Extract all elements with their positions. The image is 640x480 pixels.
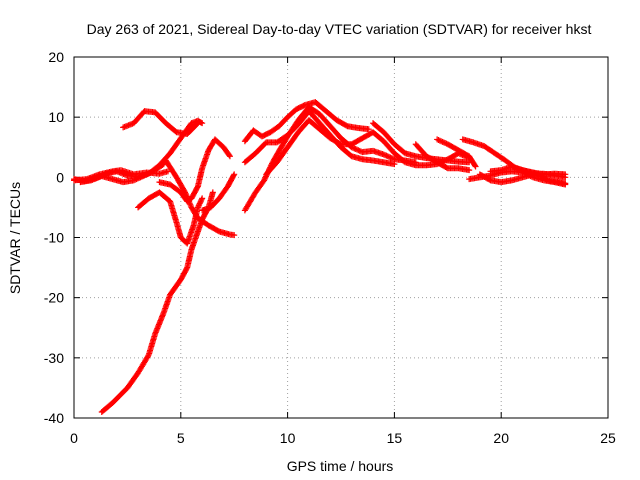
axis-ticks: 0 5 10 15 20 25 -40 -30 -20 -10 0 10 20 bbox=[44, 49, 616, 446]
data-point bbox=[522, 170, 529, 177]
data-point bbox=[528, 173, 535, 180]
data-point bbox=[380, 151, 387, 158]
series-track-3 bbox=[77, 161, 167, 186]
data-point bbox=[352, 146, 359, 153]
y-axis-label: SDTVAR / TECUs bbox=[7, 182, 23, 294]
x-axis-label: GPS time / hours bbox=[287, 458, 394, 474]
data-point bbox=[436, 137, 443, 144]
series-track-10 bbox=[241, 103, 419, 214]
chart-title: Day 263 of 2021, Sidereal Day-to-day VTE… bbox=[87, 21, 592, 37]
data-point bbox=[144, 171, 151, 178]
x-tick-label: 15 bbox=[387, 430, 403, 446]
data-point bbox=[144, 353, 151, 360]
data-point bbox=[524, 171, 531, 178]
data-point bbox=[387, 154, 394, 161]
y-tick-label: -10 bbox=[44, 230, 64, 246]
data-point bbox=[159, 161, 166, 168]
data-point bbox=[466, 167, 473, 174]
y-tick-label: 20 bbox=[48, 49, 64, 65]
data-point bbox=[355, 147, 362, 154]
data-point bbox=[471, 162, 478, 169]
series-track-20 bbox=[466, 168, 569, 188]
data-point bbox=[194, 120, 201, 127]
data-point bbox=[141, 172, 148, 179]
data-point bbox=[199, 195, 206, 202]
y-tick-label: -30 bbox=[44, 350, 64, 366]
data-point bbox=[391, 161, 398, 168]
data-point bbox=[140, 173, 147, 180]
data-point bbox=[198, 196, 205, 203]
data-point bbox=[134, 175, 141, 182]
series-track-12 bbox=[241, 99, 372, 145]
data-point bbox=[472, 163, 479, 170]
series-track-7 bbox=[156, 136, 233, 205]
data-point bbox=[526, 172, 533, 179]
x-tick-label: 20 bbox=[493, 430, 509, 446]
data-point bbox=[149, 168, 156, 175]
series-track-13 bbox=[263, 117, 473, 178]
data-point bbox=[231, 232, 238, 239]
data-point bbox=[438, 138, 445, 145]
data-point bbox=[388, 155, 395, 162]
data-point bbox=[435, 137, 442, 144]
data-point bbox=[133, 176, 140, 183]
y-tick-label: -40 bbox=[44, 410, 64, 426]
data-point bbox=[351, 145, 358, 152]
data-point bbox=[136, 174, 143, 181]
data-point bbox=[390, 155, 397, 162]
data-point bbox=[142, 171, 149, 178]
data-point bbox=[148, 169, 155, 176]
data-point bbox=[434, 136, 441, 143]
data-point bbox=[383, 152, 390, 159]
data-point bbox=[193, 121, 200, 128]
data-point bbox=[231, 171, 238, 178]
data-point bbox=[209, 189, 216, 196]
data-point bbox=[356, 147, 363, 154]
data-point bbox=[562, 181, 569, 188]
series-track-6 bbox=[135, 189, 206, 247]
data-point bbox=[384, 153, 391, 160]
data-point bbox=[226, 153, 233, 160]
data-point bbox=[130, 177, 137, 184]
series-track-4 bbox=[120, 108, 201, 138]
data-point bbox=[519, 169, 526, 176]
data-point bbox=[365, 126, 372, 133]
data-point bbox=[230, 172, 237, 179]
data-point bbox=[440, 139, 447, 146]
data-point bbox=[523, 171, 530, 178]
y-tick-label: -20 bbox=[44, 290, 64, 306]
data-point bbox=[386, 153, 393, 160]
data-point bbox=[520, 170, 527, 177]
data-point bbox=[226, 152, 233, 159]
data-point bbox=[146, 169, 153, 176]
data-point bbox=[354, 146, 361, 153]
data-point bbox=[145, 170, 152, 177]
data-point bbox=[138, 173, 145, 180]
x-tick-label: 0 bbox=[70, 430, 78, 446]
x-tick-label: 25 bbox=[600, 430, 616, 446]
x-tick-label: 10 bbox=[280, 430, 296, 446]
y-tick-label: 10 bbox=[48, 109, 64, 125]
data-points bbox=[71, 99, 569, 415]
series-track-9 bbox=[98, 189, 216, 415]
data-point bbox=[439, 138, 446, 145]
data-point bbox=[137, 174, 144, 181]
y-tick-label: 0 bbox=[56, 169, 64, 185]
data-point bbox=[442, 140, 449, 147]
series-track-16 bbox=[434, 136, 479, 170]
data-point bbox=[562, 171, 569, 178]
series-track-14 bbox=[370, 120, 473, 166]
data-point bbox=[132, 176, 139, 183]
data-point bbox=[382, 152, 389, 159]
data-point bbox=[527, 173, 534, 180]
series-track-15 bbox=[412, 141, 473, 174]
data-point bbox=[198, 119, 205, 126]
x-tick-label: 5 bbox=[177, 430, 185, 446]
